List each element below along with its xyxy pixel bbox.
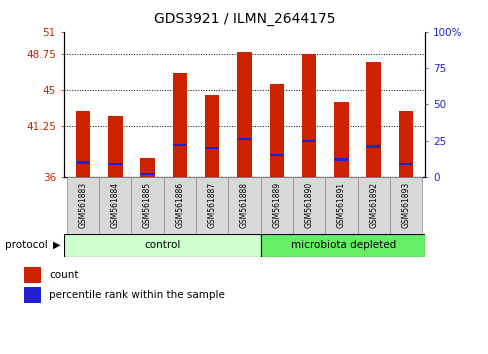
Bar	[333, 158, 348, 161]
Text: protocol: protocol	[5, 240, 47, 250]
Bar	[24, 287, 41, 303]
FancyBboxPatch shape	[99, 177, 131, 234]
Bar	[237, 52, 251, 177]
Text: percentile rank within the sample: percentile rank within the sample	[49, 290, 225, 300]
Bar	[204, 95, 219, 177]
Text: GSM561884: GSM561884	[111, 182, 120, 228]
Bar	[333, 102, 348, 177]
FancyBboxPatch shape	[163, 177, 196, 234]
FancyBboxPatch shape	[292, 177, 325, 234]
Bar	[366, 145, 380, 148]
Bar	[301, 54, 316, 177]
Bar	[269, 154, 284, 156]
Text: GDS3921 / ILMN_2644175: GDS3921 / ILMN_2644175	[153, 12, 335, 27]
Bar	[76, 111, 90, 177]
Bar	[301, 139, 316, 142]
Text: GSM561886: GSM561886	[175, 182, 184, 228]
FancyBboxPatch shape	[357, 177, 389, 234]
Text: GSM561893: GSM561893	[401, 182, 410, 228]
Bar	[24, 267, 41, 283]
Bar	[398, 111, 412, 177]
Bar	[140, 158, 155, 177]
FancyBboxPatch shape	[67, 177, 99, 234]
Text: GSM561889: GSM561889	[272, 182, 281, 228]
Bar	[172, 74, 187, 177]
Bar	[76, 161, 90, 164]
Text: GSM561891: GSM561891	[336, 182, 345, 228]
Bar	[269, 84, 284, 177]
Text: ▶: ▶	[52, 240, 60, 250]
Text: count: count	[49, 270, 79, 280]
Bar	[108, 116, 122, 177]
Bar	[204, 147, 219, 149]
Bar	[63, 234, 261, 257]
FancyBboxPatch shape	[228, 177, 260, 234]
Bar	[398, 163, 412, 165]
Text: control: control	[144, 240, 180, 250]
Text: GSM561887: GSM561887	[207, 182, 216, 228]
FancyBboxPatch shape	[131, 177, 163, 234]
Bar	[172, 144, 187, 146]
Text: GSM561892: GSM561892	[368, 182, 377, 228]
Text: microbiota depleted: microbiota depleted	[290, 240, 395, 250]
FancyBboxPatch shape	[325, 177, 357, 234]
Text: GSM561888: GSM561888	[240, 182, 248, 228]
Text: GSM561885: GSM561885	[143, 182, 152, 228]
Bar	[237, 138, 251, 141]
Bar	[366, 62, 380, 177]
Bar	[140, 173, 155, 175]
Text: GSM561890: GSM561890	[304, 182, 313, 228]
FancyBboxPatch shape	[196, 177, 228, 234]
Bar	[261, 234, 425, 257]
Bar	[108, 163, 122, 165]
Text: GSM561883: GSM561883	[78, 182, 87, 228]
FancyBboxPatch shape	[389, 177, 421, 234]
FancyBboxPatch shape	[260, 177, 292, 234]
